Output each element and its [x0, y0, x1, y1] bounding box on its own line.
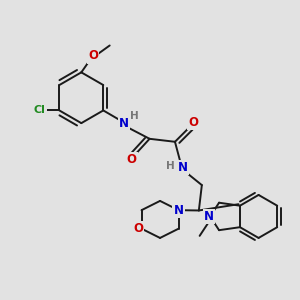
Text: O: O	[88, 50, 98, 62]
Text: O: O	[127, 153, 137, 166]
Text: N: N	[174, 204, 184, 217]
Text: Cl: Cl	[34, 105, 46, 116]
Text: N: N	[204, 210, 214, 223]
Text: N: N	[178, 161, 188, 174]
Text: O: O	[133, 222, 143, 235]
Text: H: H	[130, 111, 139, 122]
Text: N: N	[119, 117, 129, 130]
Text: H: H	[166, 161, 175, 171]
Text: O: O	[188, 116, 198, 129]
